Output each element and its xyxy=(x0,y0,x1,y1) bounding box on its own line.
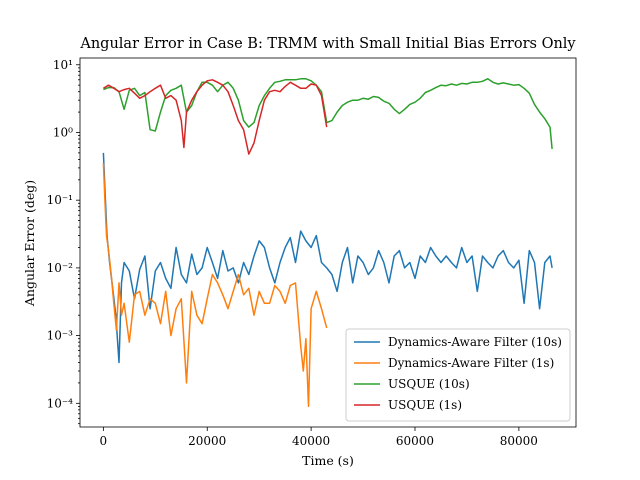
y-tick-label: 10¹ xyxy=(53,58,73,72)
y-tick-label: 10⁰ xyxy=(53,125,73,139)
y-axis-label: Angular Error (deg) xyxy=(22,180,37,307)
legend-label-3: USQUE (1s) xyxy=(388,398,462,412)
x-axis-label: Time (s) xyxy=(302,453,354,468)
series-layer xyxy=(102,78,553,408)
y-tick-label: 10⁻⁴ xyxy=(47,396,74,410)
legend-label-2: USQUE (10s) xyxy=(388,377,470,391)
legend: Dynamics-Aware Filter (10s) Dynamics-Awar… xyxy=(345,328,571,422)
y-tick-label: 10⁻¹ xyxy=(47,193,73,207)
y-tick-label: 10⁻² xyxy=(47,261,74,275)
plot-frame xyxy=(79,57,577,428)
legend-label-0: Dynamics-Aware Filter (10s) xyxy=(388,335,562,349)
series-line-1 xyxy=(102,163,328,408)
series-line-3 xyxy=(103,79,328,155)
chart-title: Angular Error in Case B: TRMM with Small… xyxy=(79,36,576,52)
legend-box xyxy=(345,328,571,422)
x-tick-label: 0 xyxy=(100,434,108,448)
plot-area xyxy=(79,57,577,428)
x-axis: 0 20000 40000 60000 80000 xyxy=(100,427,538,448)
x-tick-label: 80000 xyxy=(500,434,538,448)
y-tick-label: 10⁻³ xyxy=(47,329,74,343)
y-axis: 10⁻⁴ 10⁻³ 10⁻² 10⁻¹ 10⁰ 10¹ xyxy=(47,58,80,425)
x-tick-label: 20000 xyxy=(188,434,226,448)
legend-label-1: Dynamics-Aware Filter (1s) xyxy=(388,356,554,370)
series-line-2 xyxy=(103,78,553,150)
series-line-0 xyxy=(102,152,553,364)
x-tick-label: 60000 xyxy=(396,434,434,448)
x-tick-label: 40000 xyxy=(292,434,330,448)
